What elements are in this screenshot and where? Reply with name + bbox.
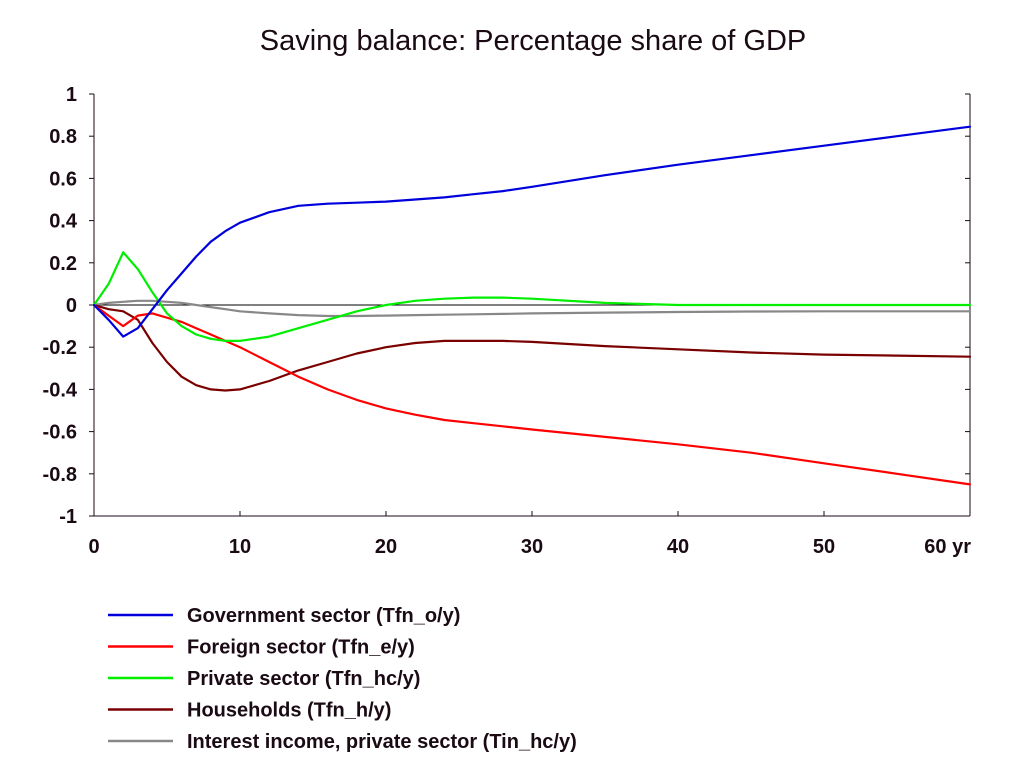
- y-tick-label: 0.8: [49, 126, 77, 148]
- legend-label-3: Households (Tfn_h/y): [187, 700, 391, 722]
- series-line-1: [92, 303, 972, 486]
- y-tick-label: -0.8: [43, 464, 77, 486]
- series-lines: [92, 125, 972, 486]
- x-tick-label: 40: [667, 536, 689, 558]
- y-tick-label: -0.6: [43, 422, 77, 444]
- y-tick-label: 0.4: [49, 211, 78, 233]
- legend-label-2: Private sector (Tfn_hc/y): [187, 668, 420, 690]
- chart-title: Saving balance: Percentage share of GDP: [260, 25, 807, 57]
- y-tick-label: 0.2: [49, 253, 77, 275]
- y-tick-label: -0.2: [43, 337, 77, 359]
- x-tick-label: 30: [521, 536, 543, 558]
- legend-label-0: Government sector (Tfn_o/y): [187, 605, 460, 627]
- y-tick-label: 0.6: [49, 168, 77, 190]
- series-line-2: [92, 251, 972, 342]
- y-tick-label: 0: [66, 295, 77, 317]
- series-line-0: [92, 125, 972, 338]
- y-tick-label: -0.4: [43, 379, 78, 401]
- legend: Government sector (Tfn_o/y) Foreign secto…: [108, 605, 577, 753]
- axes: 1 0.8 0.6 0.4 0.2 0 -0.2 -0.4 -0.6 -0.8 -1 0 10 20 30 4…: [43, 84, 972, 558]
- x-tick-label: 50: [813, 536, 835, 558]
- x-tick-label: 20: [375, 536, 397, 558]
- series-line-3: [92, 303, 972, 392]
- legend-label-1: Foreign sector (Tfn_e/y): [187, 637, 415, 659]
- y-tick-label: 1: [66, 84, 77, 106]
- x-tick-label: 10: [229, 536, 251, 558]
- x-tick-label: 60 yr: [924, 536, 971, 558]
- series-line-4: [92, 299, 972, 318]
- y-tick-label: -1: [59, 506, 77, 528]
- x-tick-label: 0: [88, 536, 99, 558]
- legend-label-4: Interest income, private sector (Tin_hc/…: [187, 731, 577, 753]
